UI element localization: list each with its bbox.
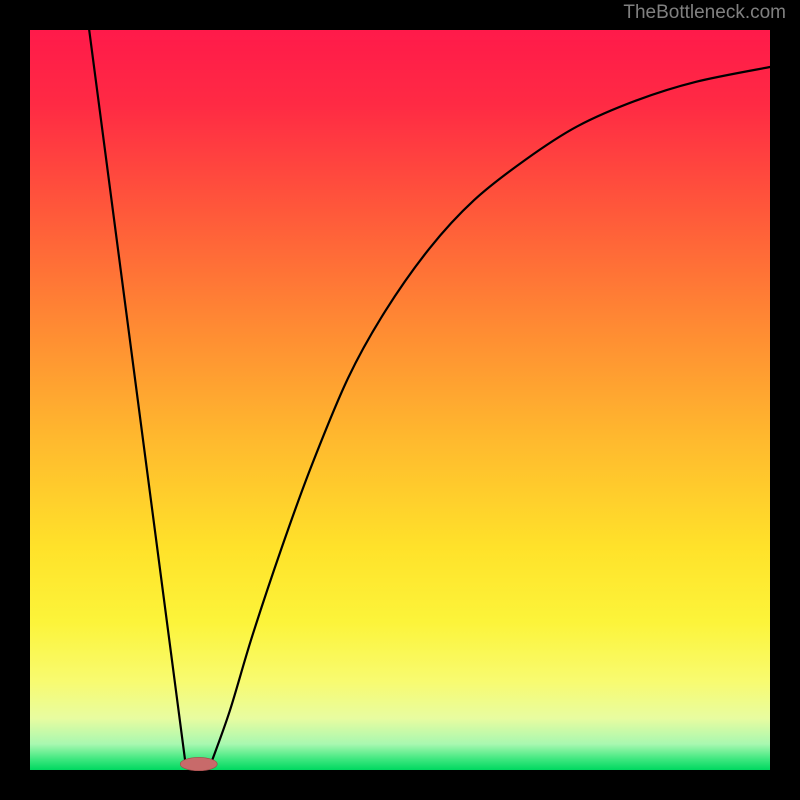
minimum-marker <box>180 757 217 770</box>
chart-container: TheBottleneck.com <box>0 0 800 800</box>
watermark-text: TheBottleneck.com <box>623 2 786 24</box>
bottleneck-chart <box>0 0 800 800</box>
plot-background <box>30 30 770 770</box>
